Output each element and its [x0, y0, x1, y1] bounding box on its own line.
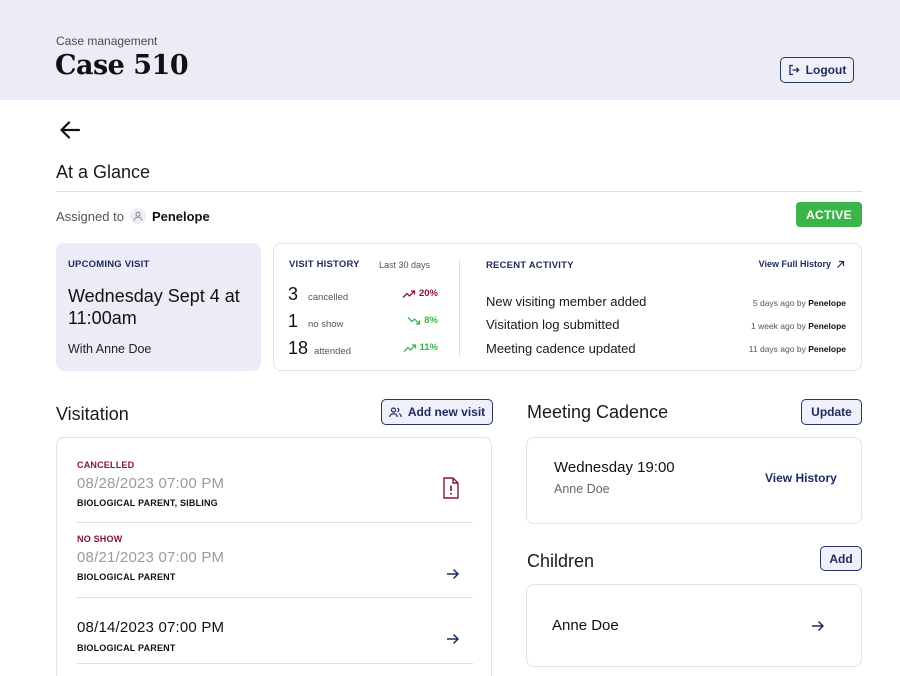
- page-header: Case management Case 510 Logout: [0, 0, 900, 100]
- update-label: Update: [811, 405, 852, 419]
- external-arrow-icon: [837, 260, 845, 268]
- history-count: 3: [288, 284, 299, 304]
- visit-status: NO SHOW: [77, 534, 123, 544]
- visit-history-range: Last 30 days: [379, 260, 431, 270]
- section-title-cadence: Meeting Cadence: [527, 402, 669, 422]
- upcoming-with: With Anne Doe: [68, 342, 152, 356]
- status-badge: ACTIVE: [796, 202, 862, 227]
- file-alert-icon[interactable]: [442, 477, 460, 499]
- visit-people: BIOLOGICAL PARENT: [77, 572, 176, 582]
- activity-time: 1 week ago by: [751, 321, 806, 331]
- history-trend: 8%: [407, 315, 438, 326]
- visit-datetime: 08/14/2023 07:00 PM: [77, 619, 225, 636]
- assigned-to: Assigned to Penelope: [56, 208, 210, 224]
- vertical-divider: [459, 260, 460, 356]
- logout-icon: [789, 64, 800, 76]
- back-arrow-icon[interactable]: [58, 118, 82, 142]
- logout-label: Logout: [805, 63, 847, 77]
- activity-meta: 1 week ago by Penelope: [751, 321, 846, 331]
- divider: [56, 191, 862, 192]
- visit-history-caption: VISIT HISTORY: [289, 259, 360, 270]
- activity-time: 5 days ago by: [752, 298, 806, 308]
- cadence-person: Anne Doe: [554, 482, 610, 496]
- visit-people: BIOLOGICAL PARENT, SIBLING: [77, 498, 218, 508]
- activity-meta: 5 days ago by Penelope: [753, 298, 846, 308]
- section-title-visitation: Visitation: [56, 404, 129, 424]
- visit-item[interactable]: NO SHOW 08/21/2023 07:00 PM BIOLOGICAL P…: [77, 534, 473, 598]
- visit-history: VISIT HISTORY Last 30 days 3 cancelled 2…: [274, 244, 459, 372]
- visitation-list: CANCELLED 08/28/2023 07:00 PM BIOLOGICAL…: [56, 437, 492, 676]
- upcoming-datetime: Wednesday Sept 4 at 11:00am: [68, 286, 240, 328]
- visit-people: BIOLOGICAL PARENT: [77, 643, 176, 653]
- recent-activity-caption: RECENT ACTIVITY: [486, 260, 574, 271]
- user-icon: [133, 211, 143, 221]
- activity-text: New visiting member added: [486, 294, 647, 309]
- history-row-no-show: 1 no show 8%: [288, 311, 438, 332]
- activity-by: Penelope: [808, 298, 846, 308]
- avatar: [129, 208, 146, 224]
- upcoming-caption: UPCOMING VISIT: [68, 259, 150, 270]
- activity-time: 11 days ago by: [748, 344, 806, 354]
- section-title-glance: At a Glance: [56, 162, 151, 182]
- child-name: Anne Doe: [552, 617, 619, 634]
- visit-item[interactable]: 08/14/2023 07:00 PM BIOLOGICAL PARENT: [77, 599, 473, 664]
- child-card[interactable]: Anne Doe: [526, 584, 862, 667]
- history-activity-card: VISIT HISTORY Last 30 days 3 cancelled 2…: [273, 243, 862, 371]
- activity-by: Penelope: [808, 344, 846, 354]
- history-trend: 20%: [402, 288, 438, 299]
- activity-text: Meeting cadence updated: [486, 341, 636, 356]
- history-change: 20%: [418, 288, 438, 299]
- visit-datetime: 08/28/2023 07:00 PM: [77, 475, 225, 492]
- history-count: 18: [288, 338, 309, 358]
- arrow-right-icon[interactable]: [446, 568, 460, 580]
- page-subtitle: Case management: [56, 34, 158, 48]
- update-button[interactable]: Update: [801, 399, 862, 425]
- cadence-schedule: Wednesday 19:00: [554, 459, 675, 476]
- history-label: cancelled: [308, 292, 349, 303]
- activity-meta: 11 days ago by Penelope: [749, 344, 846, 354]
- history-label: attended: [314, 346, 351, 357]
- history-count: 1: [288, 311, 299, 331]
- history-change: 11%: [419, 342, 439, 353]
- visit-item[interactable]: CANCELLED 08/28/2023 07:00 PM BIOLOGICAL…: [77, 460, 473, 523]
- upcoming-visit-card: UPCOMING VISIT Wednesday Sept 4 at 11:00…: [56, 243, 261, 371]
- history-trend: 11%: [403, 342, 439, 353]
- history-row-cancelled: 3 cancelled 20%: [288, 284, 438, 305]
- activity-by: Penelope: [808, 321, 846, 331]
- view-full-history-link[interactable]: View Full History: [759, 259, 845, 269]
- visit-status: CANCELLED: [77, 460, 135, 470]
- trending-up-icon: [402, 289, 416, 298]
- section-title-children: Children: [527, 551, 595, 571]
- activity-text: Visitation log submitted: [486, 317, 620, 332]
- users-icon: [389, 406, 402, 417]
- add-new-visit-button[interactable]: Add new visit: [381, 399, 493, 425]
- trending-down-icon: [407, 316, 421, 325]
- view-history-link[interactable]: View History: [765, 471, 837, 485]
- cadence-card: Wednesday 19:00 Anne Doe View History: [526, 437, 862, 524]
- arrow-right-icon[interactable]: [811, 620, 825, 632]
- history-row-attended: 18 attended 11%: [288, 338, 438, 359]
- history-change: 8%: [424, 315, 438, 326]
- assignee-name: Penelope: [151, 208, 210, 224]
- logout-button[interactable]: Logout: [780, 57, 854, 83]
- trending-up-icon: [403, 343, 416, 352]
- add-new-visit-label: Add new visit: [407, 405, 486, 419]
- view-full-history-label: View Full History: [758, 259, 831, 269]
- history-label: no show: [308, 319, 344, 330]
- assigned-label: Assigned to: [56, 208, 124, 224]
- add-child-button[interactable]: Add: [820, 546, 862, 571]
- page-title: Case 510: [55, 50, 189, 81]
- visit-datetime: 08/21/2023 07:00 PM: [77, 549, 225, 566]
- arrow-right-icon[interactable]: [446, 633, 460, 645]
- add-child-label: Add: [829, 551, 853, 566]
